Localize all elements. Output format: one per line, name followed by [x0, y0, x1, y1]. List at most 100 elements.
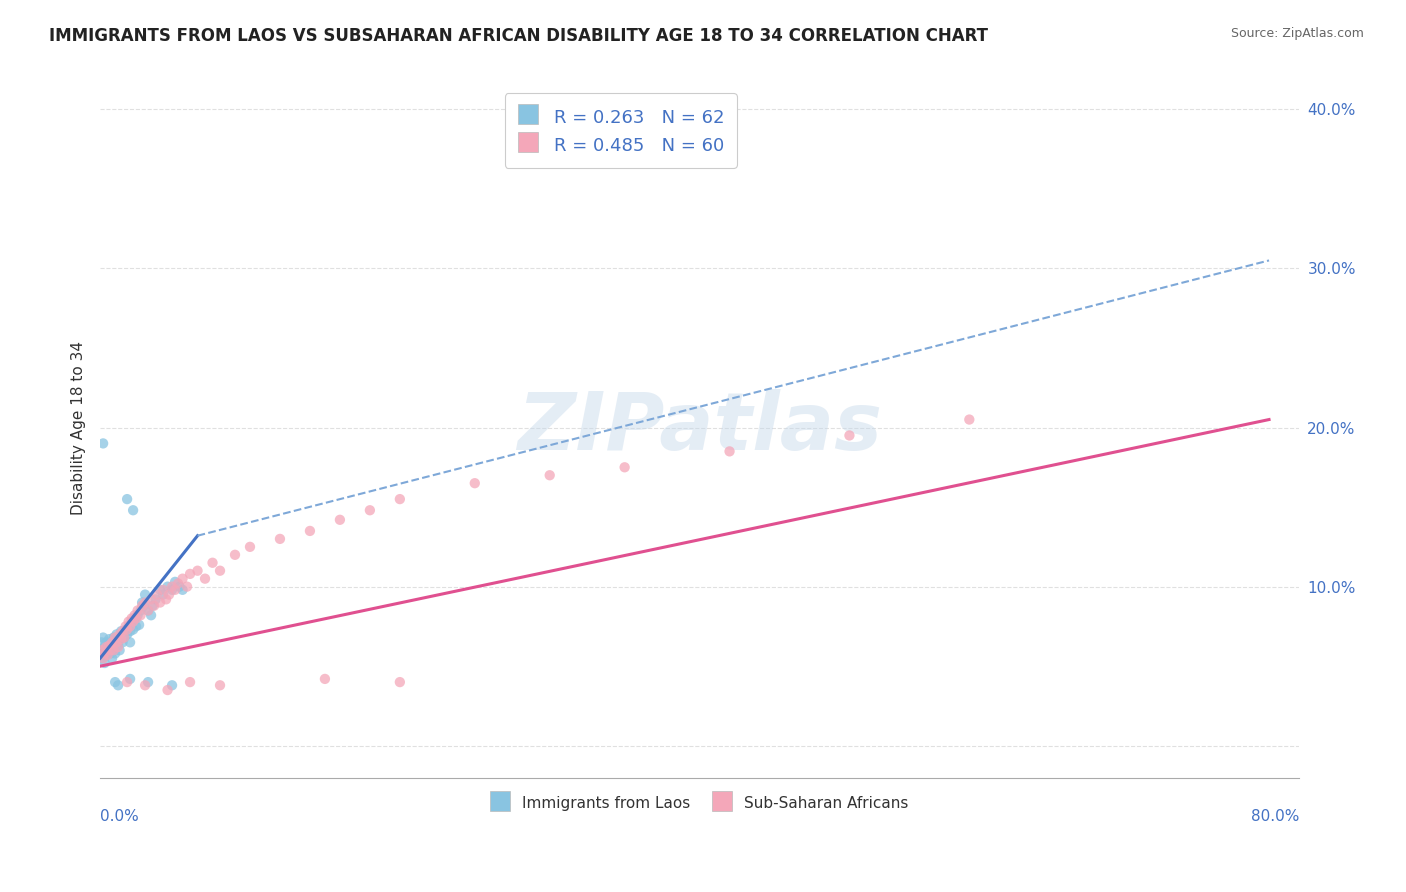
Point: [93, 656, 115, 670]
Point: [156, 580, 179, 594]
Point: [239, 540, 262, 554]
Point: [131, 599, 153, 613]
Point: [314, 672, 336, 686]
Point: [613, 150, 636, 164]
Point: [112, 631, 135, 645]
Text: Source: ZipAtlas.com: Source: ZipAtlas.com: [1230, 27, 1364, 40]
Point: [131, 595, 153, 609]
Point: [125, 611, 148, 625]
Point: [165, 574, 187, 589]
Point: [115, 623, 138, 637]
Point: [179, 566, 201, 581]
Point: [538, 468, 561, 483]
Point: [110, 632, 132, 647]
Point: [145, 592, 167, 607]
Point: [208, 564, 231, 578]
Point: [108, 643, 131, 657]
Point: [146, 588, 169, 602]
Point: [464, 476, 486, 491]
Point: [120, 635, 142, 649]
Point: [132, 599, 155, 613]
Point: [176, 580, 198, 594]
Point: [329, 513, 352, 527]
Point: [107, 678, 129, 692]
Point: [128, 617, 150, 632]
Point: [115, 492, 138, 507]
Point: [103, 643, 125, 657]
Point: [111, 624, 134, 639]
Point: [160, 580, 183, 594]
Point: [142, 599, 165, 613]
Point: [103, 631, 125, 645]
Point: [124, 611, 146, 625]
Point: [104, 647, 127, 661]
Point: [136, 603, 159, 617]
Point: [186, 564, 208, 578]
Point: [104, 675, 127, 690]
Point: [121, 615, 143, 629]
Point: [90, 651, 112, 665]
Point: [104, 631, 127, 645]
Point: [165, 582, 187, 597]
Point: [169, 580, 191, 594]
Point: [157, 588, 180, 602]
Point: [613, 460, 636, 475]
Point: [172, 582, 194, 597]
Text: 80.0%: 80.0%: [1251, 809, 1299, 824]
Point: [91, 631, 114, 645]
Point: [108, 632, 131, 647]
Point: [114, 619, 136, 633]
Point: [94, 643, 117, 657]
Point: [111, 635, 134, 649]
Point: [127, 608, 149, 623]
Point: [98, 639, 121, 653]
Point: [388, 675, 411, 690]
Point: [359, 503, 381, 517]
Point: [100, 643, 122, 657]
Point: [156, 683, 179, 698]
Point: [136, 603, 159, 617]
Point: [160, 582, 183, 597]
Point: [120, 624, 142, 639]
Point: [108, 627, 131, 641]
Point: [143, 599, 166, 613]
Point: [298, 524, 321, 538]
Point: [97, 639, 120, 653]
Point: [91, 651, 114, 665]
Point: [94, 635, 117, 649]
Point: [139, 608, 162, 623]
Point: [125, 619, 148, 633]
Point: [152, 582, 174, 597]
Point: [93, 640, 115, 654]
Point: [179, 675, 201, 690]
Text: IMMIGRANTS FROM LAOS VS SUBSAHARAN AFRICAN DISABILITY AGE 18 TO 34 CORRELATION C: IMMIGRANTS FROM LAOS VS SUBSAHARAN AFRIC…: [49, 27, 988, 45]
Point: [129, 603, 152, 617]
Text: ZIPatlas: ZIPatlas: [517, 389, 882, 467]
Point: [718, 444, 741, 458]
Point: [105, 635, 128, 649]
Point: [149, 582, 172, 597]
Point: [98, 643, 121, 657]
Point: [129, 608, 152, 623]
Point: [104, 635, 127, 649]
Point: [122, 503, 145, 517]
Text: 0.0%: 0.0%: [100, 809, 139, 824]
Legend: Immigrants from Laos, Sub-Saharan Africans: Immigrants from Laos, Sub-Saharan Africa…: [484, 786, 915, 819]
Point: [97, 648, 120, 662]
Point: [124, 608, 146, 623]
Point: [105, 627, 128, 641]
Point: [110, 624, 132, 639]
Point: [224, 548, 246, 562]
Point: [957, 412, 980, 426]
Point: [107, 639, 129, 653]
Point: [139, 592, 162, 607]
Point: [93, 649, 115, 664]
Point: [100, 635, 122, 649]
Point: [269, 532, 291, 546]
Point: [208, 678, 231, 692]
Point: [117, 619, 139, 633]
Point: [172, 572, 194, 586]
Point: [107, 640, 129, 654]
Y-axis label: Disability Age 18 to 34: Disability Age 18 to 34: [72, 341, 86, 515]
Point: [120, 672, 142, 686]
